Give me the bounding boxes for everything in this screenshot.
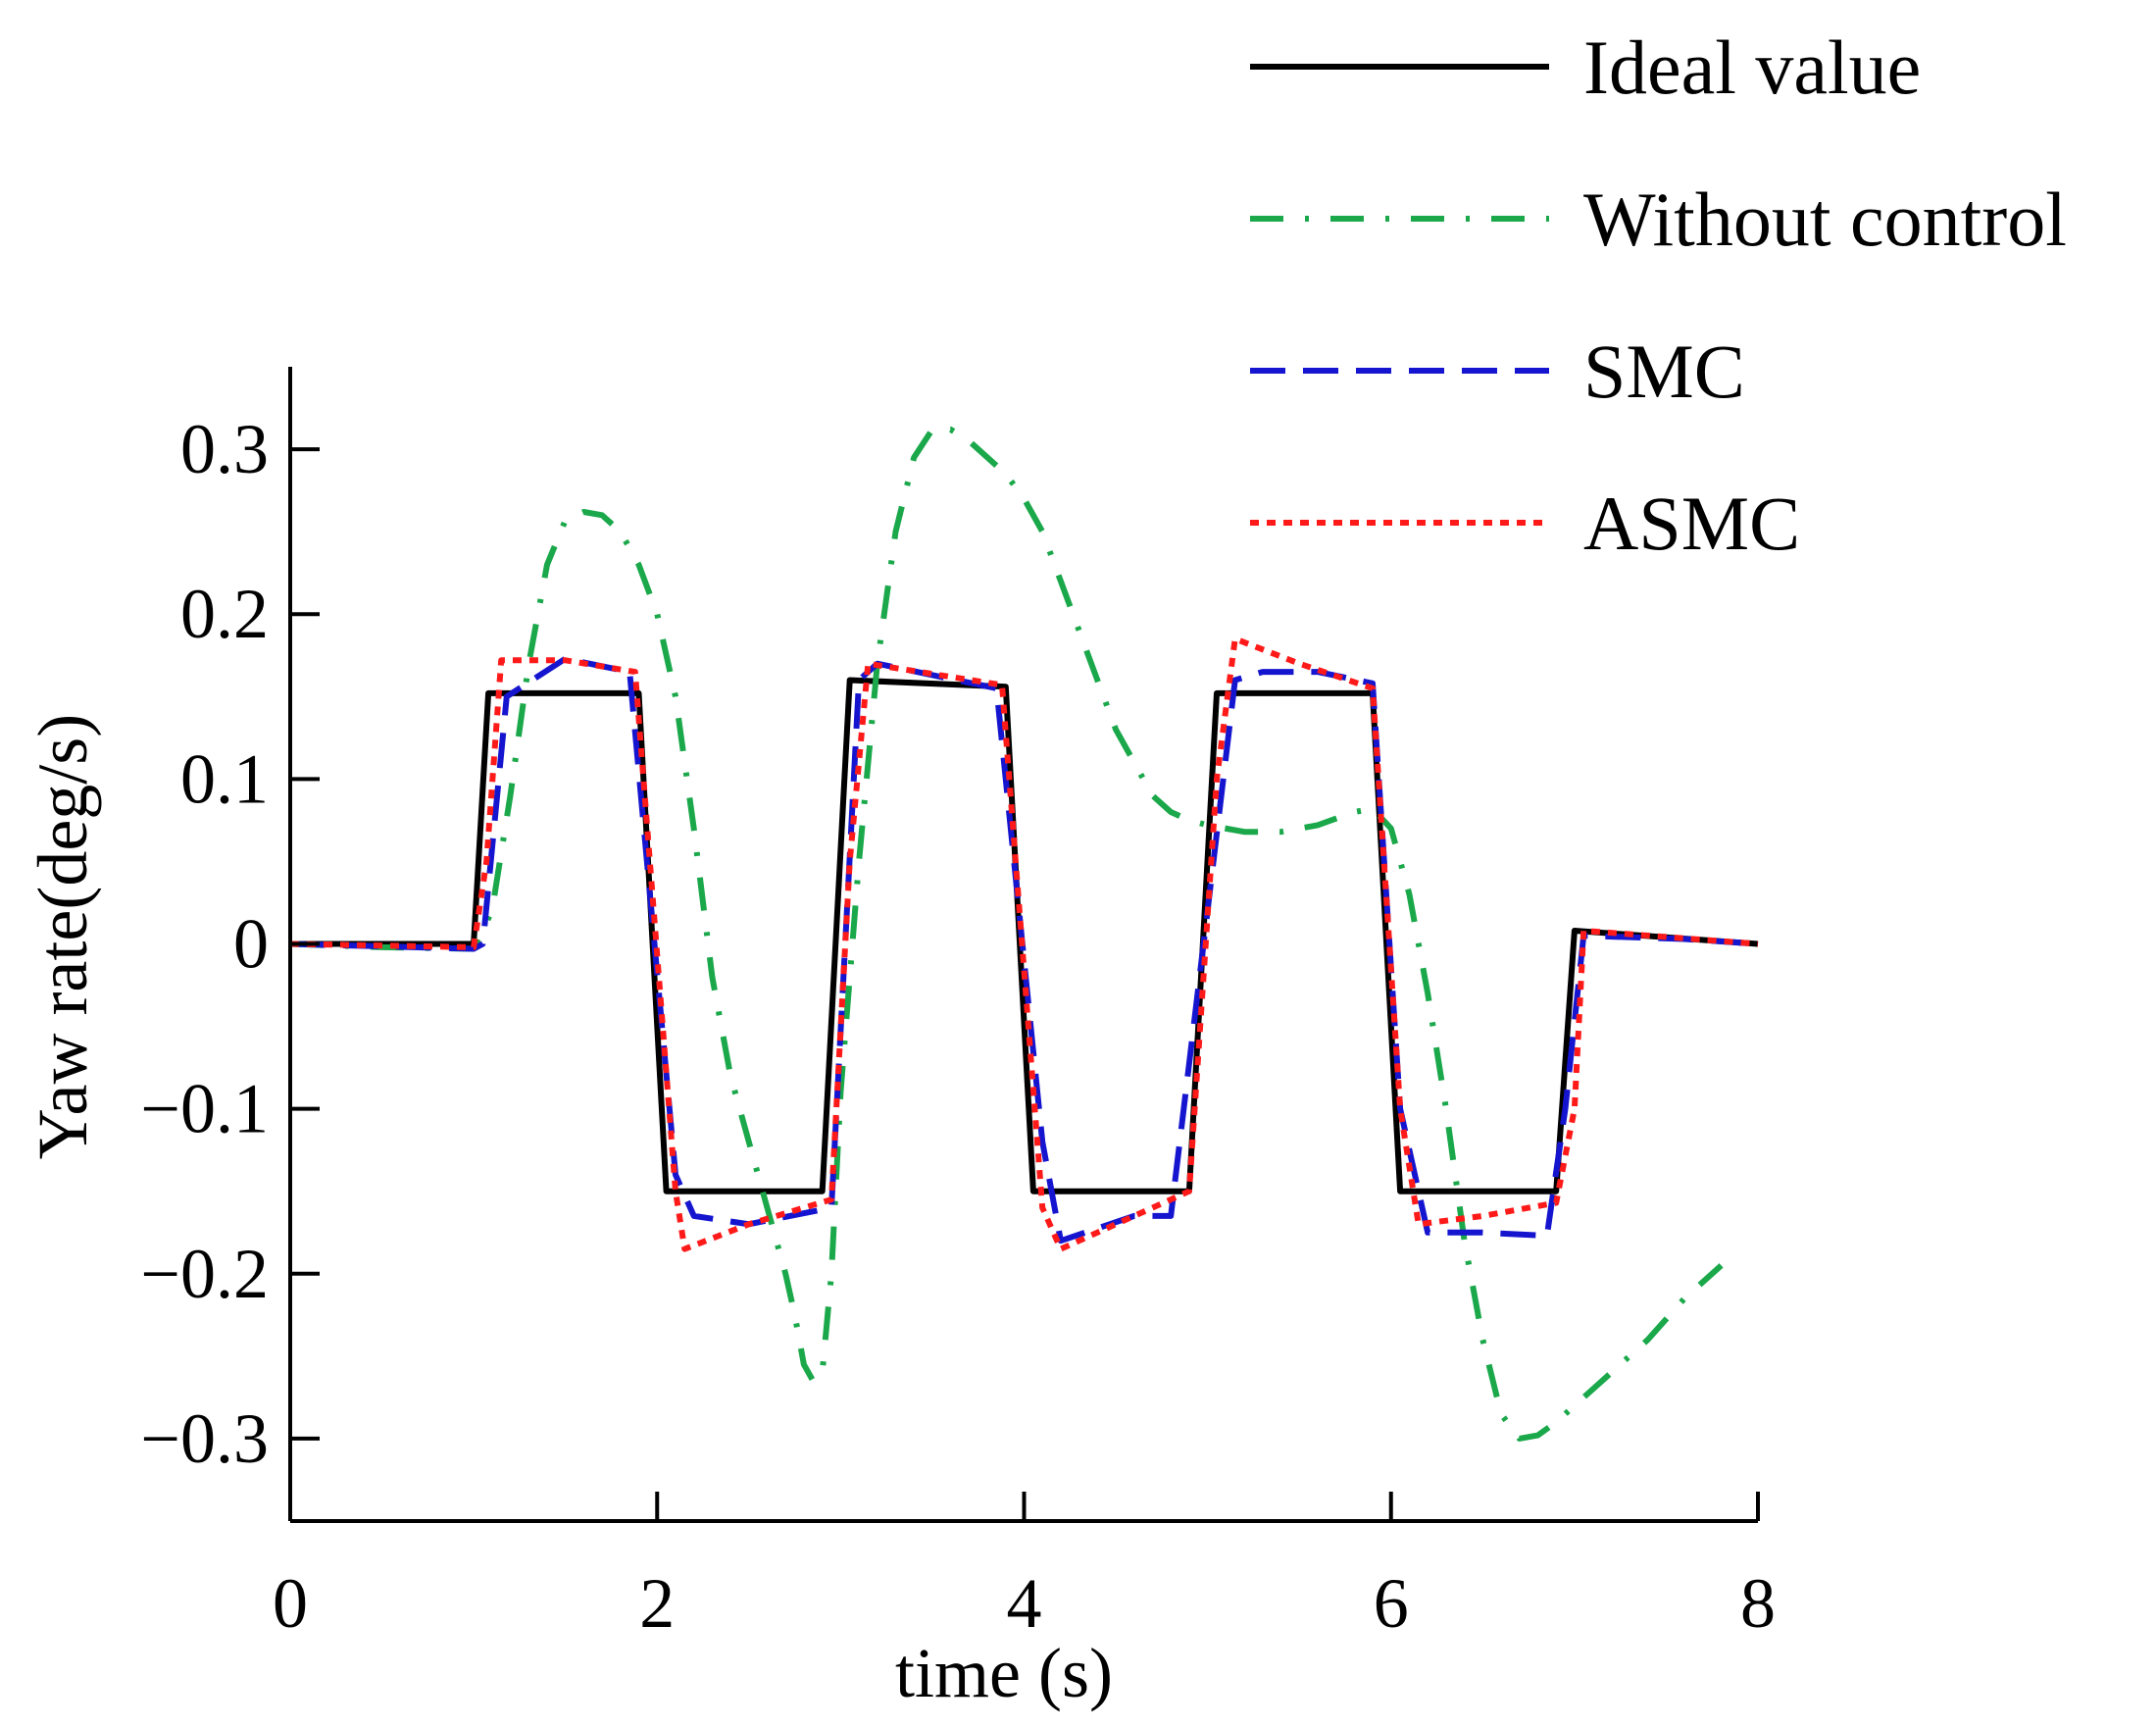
y-tick-label: 0.2 — [180, 575, 269, 653]
legend-label: ASMC — [1583, 481, 1800, 566]
series-line-smc — [289, 655, 1759, 1244]
x-axis-label: time (s) — [895, 1634, 1113, 1712]
x-tick-label: 8 — [1740, 1564, 1776, 1643]
series-line-without-control — [289, 426, 1724, 1442]
series-layer — [289, 426, 1759, 1442]
y-tick-label: −0.1 — [140, 1070, 269, 1148]
y-axis-label: Yaw rate(deg/s) — [24, 714, 102, 1160]
x-tick-label: 4 — [1007, 1564, 1042, 1643]
legend-label: Without control — [1583, 177, 2067, 262]
y-tick-label: 0.3 — [180, 410, 269, 488]
y-tick-label: 0 — [233, 905, 269, 984]
legend-label: SMC — [1583, 329, 1745, 414]
y-tick-label: −0.2 — [140, 1235, 269, 1313]
axes: 0 2 4 6 8 −0.3 −0.2 −0.1 0 0.1 0.2 0.3 — [140, 367, 1776, 1643]
y-tick-label: −0.3 — [140, 1399, 269, 1478]
x-tick-label: 2 — [639, 1564, 675, 1643]
legend-label: Ideal value — [1583, 25, 1921, 110]
series-line-asmc — [289, 635, 1759, 1252]
y-tick-label: 0.1 — [180, 739, 269, 818]
x-tick-label: 0 — [273, 1564, 308, 1643]
x-tick-label: 6 — [1374, 1564, 1409, 1643]
legend: Ideal value Without control SMC ASMC — [1250, 25, 2067, 566]
